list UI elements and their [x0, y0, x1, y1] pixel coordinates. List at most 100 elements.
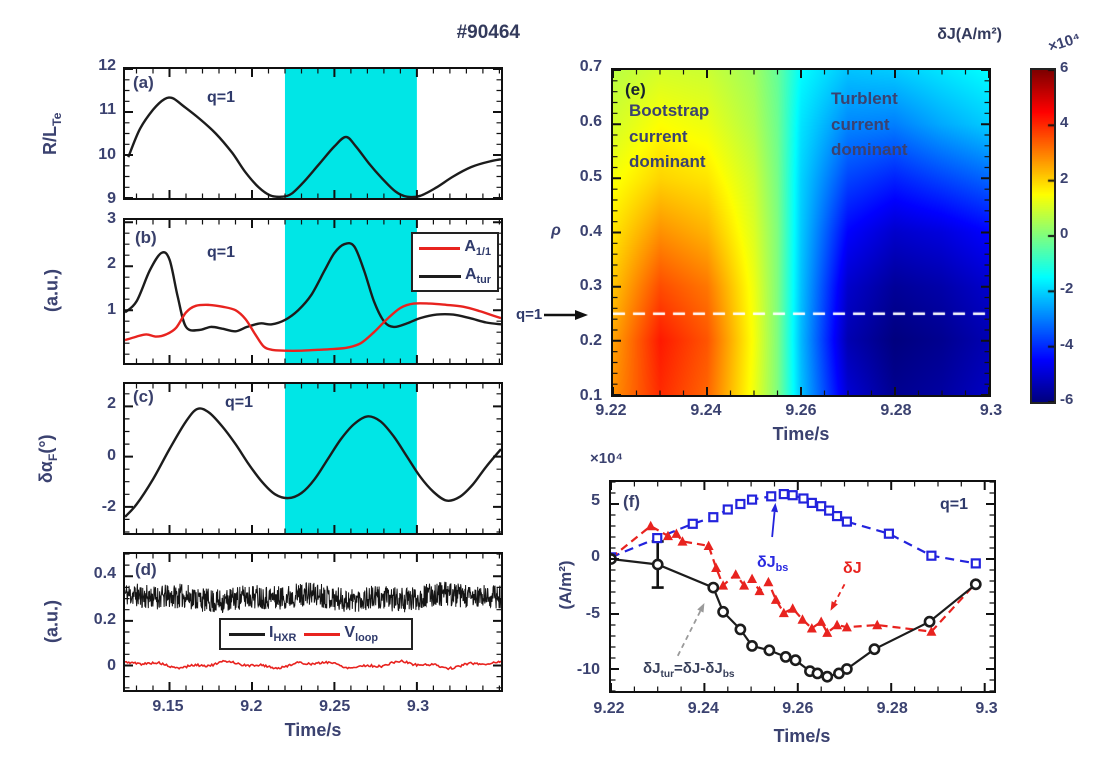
y-tick-label: 2	[107, 394, 116, 412]
y-tick-label: 0.4	[579, 222, 602, 240]
panel-b: (b) q=1 A1/1 Atur	[123, 218, 503, 365]
panel-b-ytick-labels: 1 2 3	[70, 210, 120, 365]
y-tick-label: -5	[585, 604, 600, 622]
x-tick-label: 9.3	[975, 700, 998, 717]
panel-a: (a) q=1	[123, 67, 503, 200]
panel-e-heatmap: (e) Bootstrap current dominant Turblent …	[611, 68, 991, 397]
x-tick-label: 9.24	[690, 402, 722, 419]
colorbar-tick-labels: 6 4 2 0 -2 -4 -6	[1060, 59, 1104, 408]
x-tick-label: 9.22	[595, 402, 627, 419]
x-tick-label: 9.15	[152, 698, 184, 715]
y-tick-label: -10	[576, 660, 600, 678]
y-tick-label: 0.6	[579, 112, 602, 130]
x-tick-label: 9.26	[785, 402, 817, 419]
series-V_loop	[125, 659, 501, 671]
y-tick-label: 0.4	[93, 564, 116, 582]
panel-c: (c) q=1	[123, 382, 503, 535]
y-tick-label: 9	[107, 190, 116, 207]
y-tick-label: 0	[591, 548, 600, 566]
panel-c-ytick-labels: -2 0 2	[70, 382, 120, 535]
black-line-key-icon	[229, 632, 265, 636]
panel-f-y-axis-title: (A/m²)	[556, 560, 575, 610]
x-tick-label: 9.2	[240, 698, 263, 715]
series-A_1/1	[125, 302, 501, 352]
colorbar-exponent-label: ×10⁴	[1046, 29, 1083, 56]
heatmap-title: δJ(A/m²)	[937, 26, 1002, 43]
x-tick-label: 9.25	[319, 698, 351, 715]
shot-number-label: #90464	[456, 22, 520, 43]
y-tick-label: 12	[98, 57, 116, 74]
left-column-x-axis-title: Time/s	[284, 720, 342, 740]
colorbar-tick-label: -2	[1060, 280, 1074, 298]
y-tick-label: -2	[101, 498, 116, 516]
bootstrap-region-label: Bootstrap current dominant	[629, 101, 710, 171]
y-tick-label: 0.2	[93, 610, 116, 628]
y-tick-label: 0.3	[579, 277, 602, 295]
y-axis-title-c: δαF(°)	[36, 434, 60, 484]
y-tick-label: 0	[107, 446, 116, 464]
annotation-dJbs: δJbs	[757, 554, 789, 575]
colorbar	[1030, 68, 1056, 404]
series-delta_alpha_F	[125, 407, 501, 518]
panel-c-q1-label: q=1	[225, 394, 254, 411]
panel-e-x-axis-title: Time/s	[772, 424, 830, 444]
y-axis-title-a: R/LTe	[40, 112, 64, 155]
panel-d-tag: (d)	[135, 560, 157, 579]
panel-a-plot	[125, 69, 501, 198]
y-tick-label: 10	[98, 145, 116, 163]
red-line-key-icon	[419, 246, 461, 250]
x-tick-label: 9.3	[406, 698, 430, 715]
panel-f: (f) q=1 δJbs δJ δJtur=δJ-δJbs	[609, 480, 996, 693]
panel-f-exponent-label: ×10⁴	[590, 450, 623, 467]
y-axis-title-b: (a.u.)	[41, 269, 62, 312]
y-tick-label: 0.2	[579, 332, 602, 350]
panel-e-ytick-labels: 0.1 0.2 0.3 0.4 0.5 0.6 0.7	[556, 58, 606, 404]
legend-item-a11: A1/1	[413, 234, 497, 262]
panel-f-xtick-labels: 9.22 9.24 9.26 9.28 9.3	[593, 700, 998, 722]
heatmap-canvas	[613, 70, 989, 395]
y-axis-title-d: (a.u.)	[41, 600, 62, 643]
panel-d-ytick-labels: 0 0.2 0.4	[70, 552, 120, 692]
panel-f-q1-label: q=1	[939, 496, 968, 513]
panel-d-plot	[125, 554, 501, 690]
y-tick-label: 3	[107, 210, 116, 228]
panel-a-tag: (a)	[133, 73, 154, 92]
panel-b-legend: A1/1 Atur	[411, 232, 499, 292]
panel-d: (d) IHXR Vloop	[123, 552, 503, 692]
red-line-key-icon	[304, 632, 341, 636]
y-tick-label: 5	[591, 492, 600, 510]
annotation-dJtur-formula: δJtur=δJ-δJbs	[643, 660, 735, 680]
panel-a-ytick-labels: 9 10 11 12	[70, 57, 120, 207]
colorbar-tick-label: 0	[1060, 225, 1069, 242]
series-dJ_bs	[611, 492, 976, 565]
x-tick-label: 9.3	[979, 402, 1003, 419]
panel-c-plot	[125, 384, 501, 533]
colorbar-tick-label: -6	[1060, 391, 1074, 408]
panel-f-plot	[611, 482, 994, 691]
heatmap-ticks	[613, 70, 989, 395]
colorbar-tick-label: -4	[1060, 335, 1074, 353]
y-tick-label: 2	[107, 255, 116, 273]
panel-c-tag: (c)	[133, 387, 154, 406]
x-tick-label: 9.24	[687, 700, 719, 717]
q1-pointer: q=1	[516, 306, 589, 323]
panel-e-y-axis-title: ρ	[551, 222, 561, 239]
y-tick-label: 0.7	[579, 58, 602, 75]
panel-e-xtick-labels: 9.22 9.24 9.26 9.28 9.3	[595, 402, 1002, 424]
panel-b-tag: (b)	[135, 228, 157, 247]
series-R/L_Te	[127, 96, 501, 198]
panel-f-x-axis-title: Time/s	[773, 726, 831, 746]
y-tick-label: 11	[99, 101, 116, 119]
panel-e-tag: (e)	[625, 80, 646, 99]
legend-item-atur: Atur	[413, 262, 497, 290]
x-tick-label: 9.22	[593, 700, 625, 717]
panel-f-tag: (f)	[623, 492, 640, 511]
y-tick-label: 0.1	[579, 387, 602, 404]
colorbar-tick-label: 4	[1060, 114, 1069, 132]
series-I_HXR	[125, 581, 501, 614]
panel-f-ytick-labels: -10 -5 0 5	[554, 480, 604, 693]
y-tick-label: 1	[107, 300, 116, 318]
turbulent-region-label: Turblent current dominant	[831, 89, 908, 159]
black-line-key-icon	[419, 274, 461, 278]
x-tick-label: 9.28	[880, 402, 912, 419]
